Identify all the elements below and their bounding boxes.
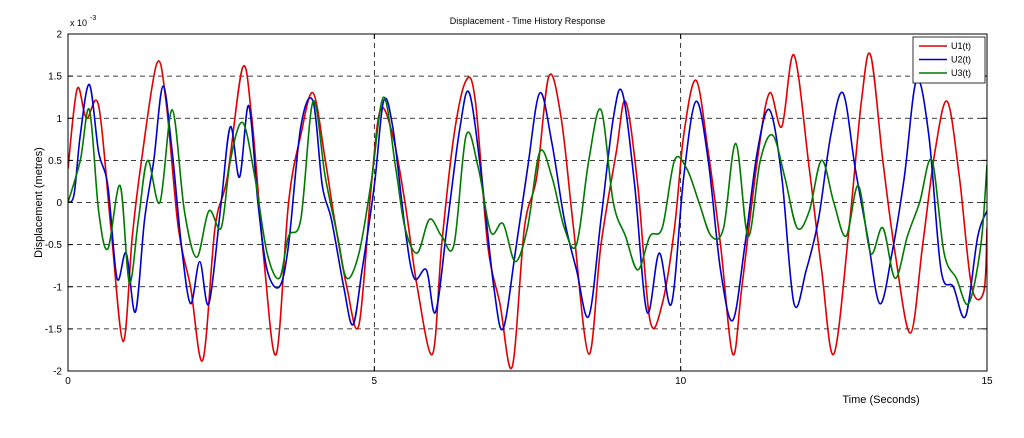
y-tick-label: 0.5	[48, 156, 62, 167]
y-tick-label: -2	[53, 367, 62, 378]
y-tick-label: 2	[56, 30, 62, 41]
y-tick-label: -0.5	[45, 240, 63, 251]
x-tick-label: 15	[981, 376, 993, 387]
x-tick-label: 0	[65, 376, 71, 387]
series-line-u2	[68, 78, 987, 331]
series-line-u3	[68, 96, 987, 306]
legend-label: U2(t)	[951, 55, 971, 65]
chart-title: Displacement - Time History Response	[450, 16, 606, 26]
x-axis-label: Time (Seconds)	[842, 394, 919, 406]
y-exponent-power: -3	[90, 15, 96, 22]
legend-label: U1(t)	[951, 41, 971, 51]
series-group	[68, 52, 987, 370]
series-line-u1	[68, 52, 987, 370]
y-tick-label: -1	[53, 282, 62, 293]
y-axis-label: Displacement (metres)	[33, 147, 45, 258]
x-tick-label: 5	[372, 376, 378, 387]
x-tick-label: 10	[675, 376, 687, 387]
y-tick-label: 1	[56, 114, 62, 125]
y-tick-label: 0	[56, 198, 62, 209]
legend: U1(t) U2(t) U3(t)	[912, 36, 986, 84]
axis-ticks: 0 5 10 15 -2 -1.5 -1 -0.5 0 0.5 1 1.5 2	[45, 30, 993, 388]
y-axis-exponent: x 10 -3	[70, 15, 96, 28]
legend-label: U3(t)	[951, 68, 971, 78]
y-exponent-base: x 10	[70, 18, 87, 28]
y-tick-label: 1.5	[48, 72, 62, 83]
y-tick-label: -1.5	[45, 324, 63, 335]
